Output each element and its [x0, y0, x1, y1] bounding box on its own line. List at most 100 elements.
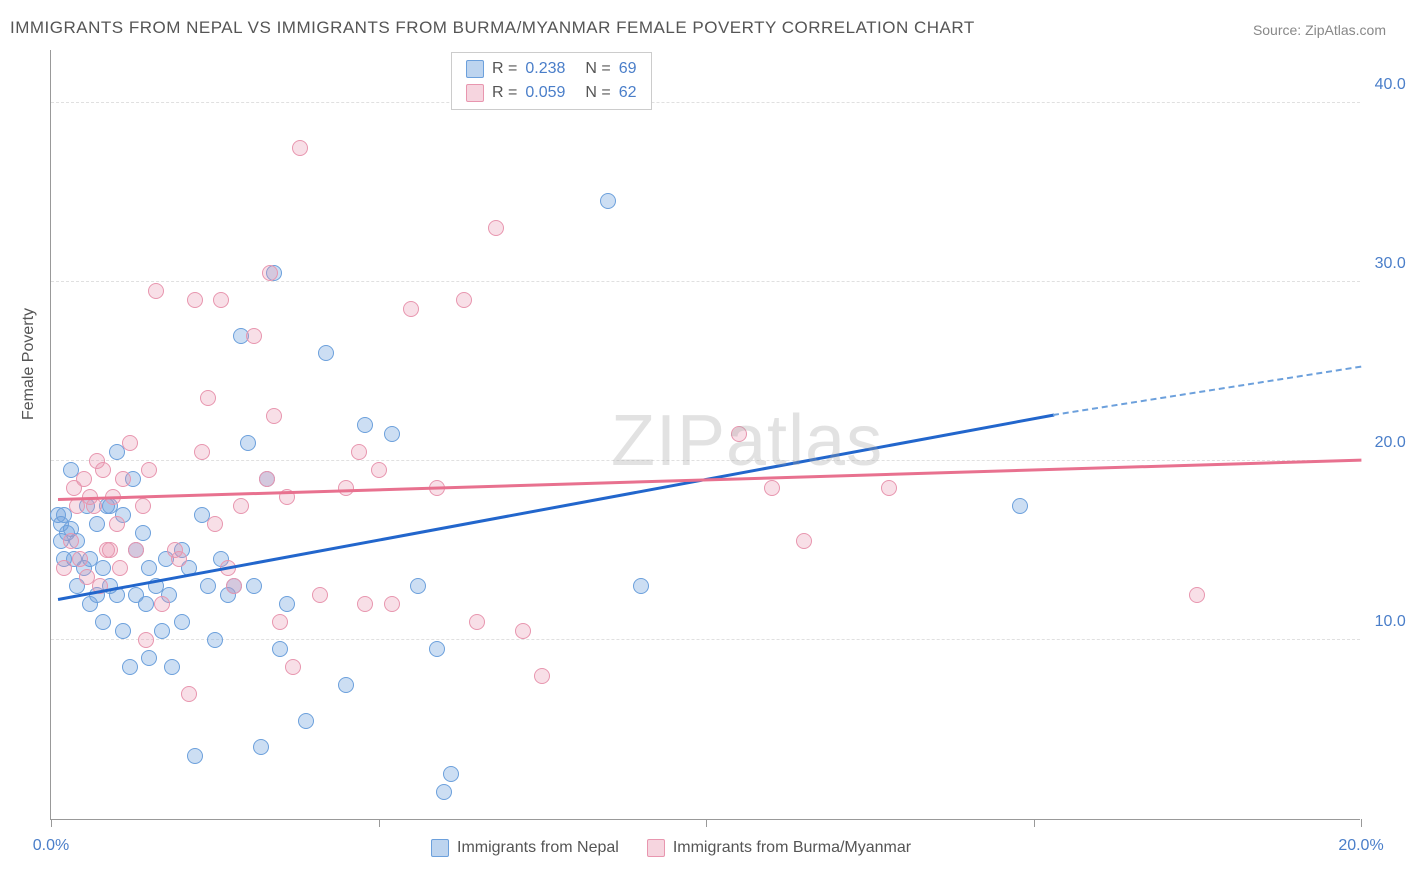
y-tick-label: 10.0%: [1375, 613, 1406, 631]
n-value: 62: [619, 81, 637, 105]
data-point: [436, 784, 452, 800]
trend-line: [57, 414, 1053, 601]
n-label: N =: [585, 81, 610, 105]
data-point: [534, 668, 550, 684]
data-point: [292, 140, 308, 156]
x-tick: [51, 819, 52, 827]
trend-line: [1053, 366, 1361, 416]
r-value: 0.059: [525, 81, 565, 105]
data-point: [187, 292, 203, 308]
data-point: [403, 301, 419, 317]
data-point: [200, 390, 216, 406]
source-label: Source: ZipAtlas.com: [1253, 22, 1386, 38]
chart-title: IMMIGRANTS FROM NEPAL VS IMMIGRANTS FROM…: [10, 18, 975, 38]
data-point: [226, 578, 242, 594]
data-point: [207, 632, 223, 648]
data-point: [279, 596, 295, 612]
data-point: [456, 292, 472, 308]
legend-label: Immigrants from Nepal: [457, 839, 619, 857]
r-label: R =: [492, 81, 517, 105]
data-point: [338, 677, 354, 693]
gridline: [51, 460, 1360, 461]
data-point: [410, 578, 426, 594]
y-tick-label: 40.0%: [1375, 76, 1406, 94]
data-point: [207, 516, 223, 532]
data-point: [63, 533, 79, 549]
data-point: [881, 480, 897, 496]
data-point: [371, 462, 387, 478]
data-point: [384, 596, 400, 612]
data-point: [128, 542, 144, 558]
x-tick: [1034, 819, 1035, 827]
data-point: [246, 328, 262, 344]
correlation-legend: R =0.238N =69R =0.059N =62: [451, 52, 652, 110]
data-point: [76, 471, 92, 487]
data-point: [469, 614, 485, 630]
data-point: [89, 516, 105, 532]
x-tick: [1361, 819, 1362, 827]
data-point: [56, 560, 72, 576]
legend-swatch: [466, 60, 484, 78]
x-tick-label: 20.0%: [1338, 837, 1383, 855]
data-point: [122, 435, 138, 451]
x-tick-label: 0.0%: [33, 837, 69, 855]
data-point: [266, 408, 282, 424]
legend-swatch: [466, 84, 484, 102]
data-point: [138, 632, 154, 648]
data-point: [429, 641, 445, 657]
x-tick: [379, 819, 380, 827]
data-point: [171, 551, 187, 567]
x-tick: [706, 819, 707, 827]
data-point: [338, 480, 354, 496]
y-tick-label: 20.0%: [1375, 434, 1406, 452]
data-point: [633, 578, 649, 594]
data-point: [141, 650, 157, 666]
series-legend: Immigrants from Nepal Immigrants from Bur…: [431, 839, 911, 857]
data-point: [298, 713, 314, 729]
n-value: 69: [619, 57, 637, 81]
legend-row: R = 0.059 N = 62: [466, 81, 637, 105]
data-point: [272, 614, 288, 630]
data-point: [141, 560, 157, 576]
data-point: [72, 551, 88, 567]
data-point: [122, 659, 138, 675]
data-point: [515, 623, 531, 639]
data-point: [600, 193, 616, 209]
data-point: [262, 265, 278, 281]
data-point: [384, 426, 400, 442]
gridline: [51, 102, 1360, 103]
legend-swatch: [647, 839, 665, 857]
data-point: [259, 471, 275, 487]
data-point: [233, 498, 249, 514]
data-point: [187, 748, 203, 764]
n-label: N =: [585, 57, 610, 81]
data-point: [135, 525, 151, 541]
y-axis-label: Female Poverty: [20, 308, 38, 420]
data-point: [213, 292, 229, 308]
data-point: [246, 578, 262, 594]
data-point: [764, 480, 780, 496]
legend-swatch: [431, 839, 449, 857]
data-point: [731, 426, 747, 442]
legend-label: Immigrants from Burma/Myanmar: [673, 839, 911, 857]
data-point: [318, 345, 334, 361]
data-point: [1189, 587, 1205, 603]
y-tick-label: 30.0%: [1375, 255, 1406, 273]
data-point: [95, 560, 111, 576]
data-point: [174, 614, 190, 630]
data-point: [135, 498, 151, 514]
data-point: [200, 578, 216, 594]
data-point: [357, 417, 373, 433]
r-label: R =: [492, 57, 517, 81]
data-point: [272, 641, 288, 657]
legend-item: Immigrants from Nepal: [431, 839, 619, 857]
data-point: [351, 444, 367, 460]
data-point: [148, 283, 164, 299]
data-point: [154, 596, 170, 612]
data-point: [95, 614, 111, 630]
data-point: [154, 623, 170, 639]
data-point: [115, 471, 131, 487]
data-point: [357, 596, 373, 612]
data-point: [1012, 498, 1028, 514]
legend-row: R =0.238N =69: [466, 57, 637, 81]
